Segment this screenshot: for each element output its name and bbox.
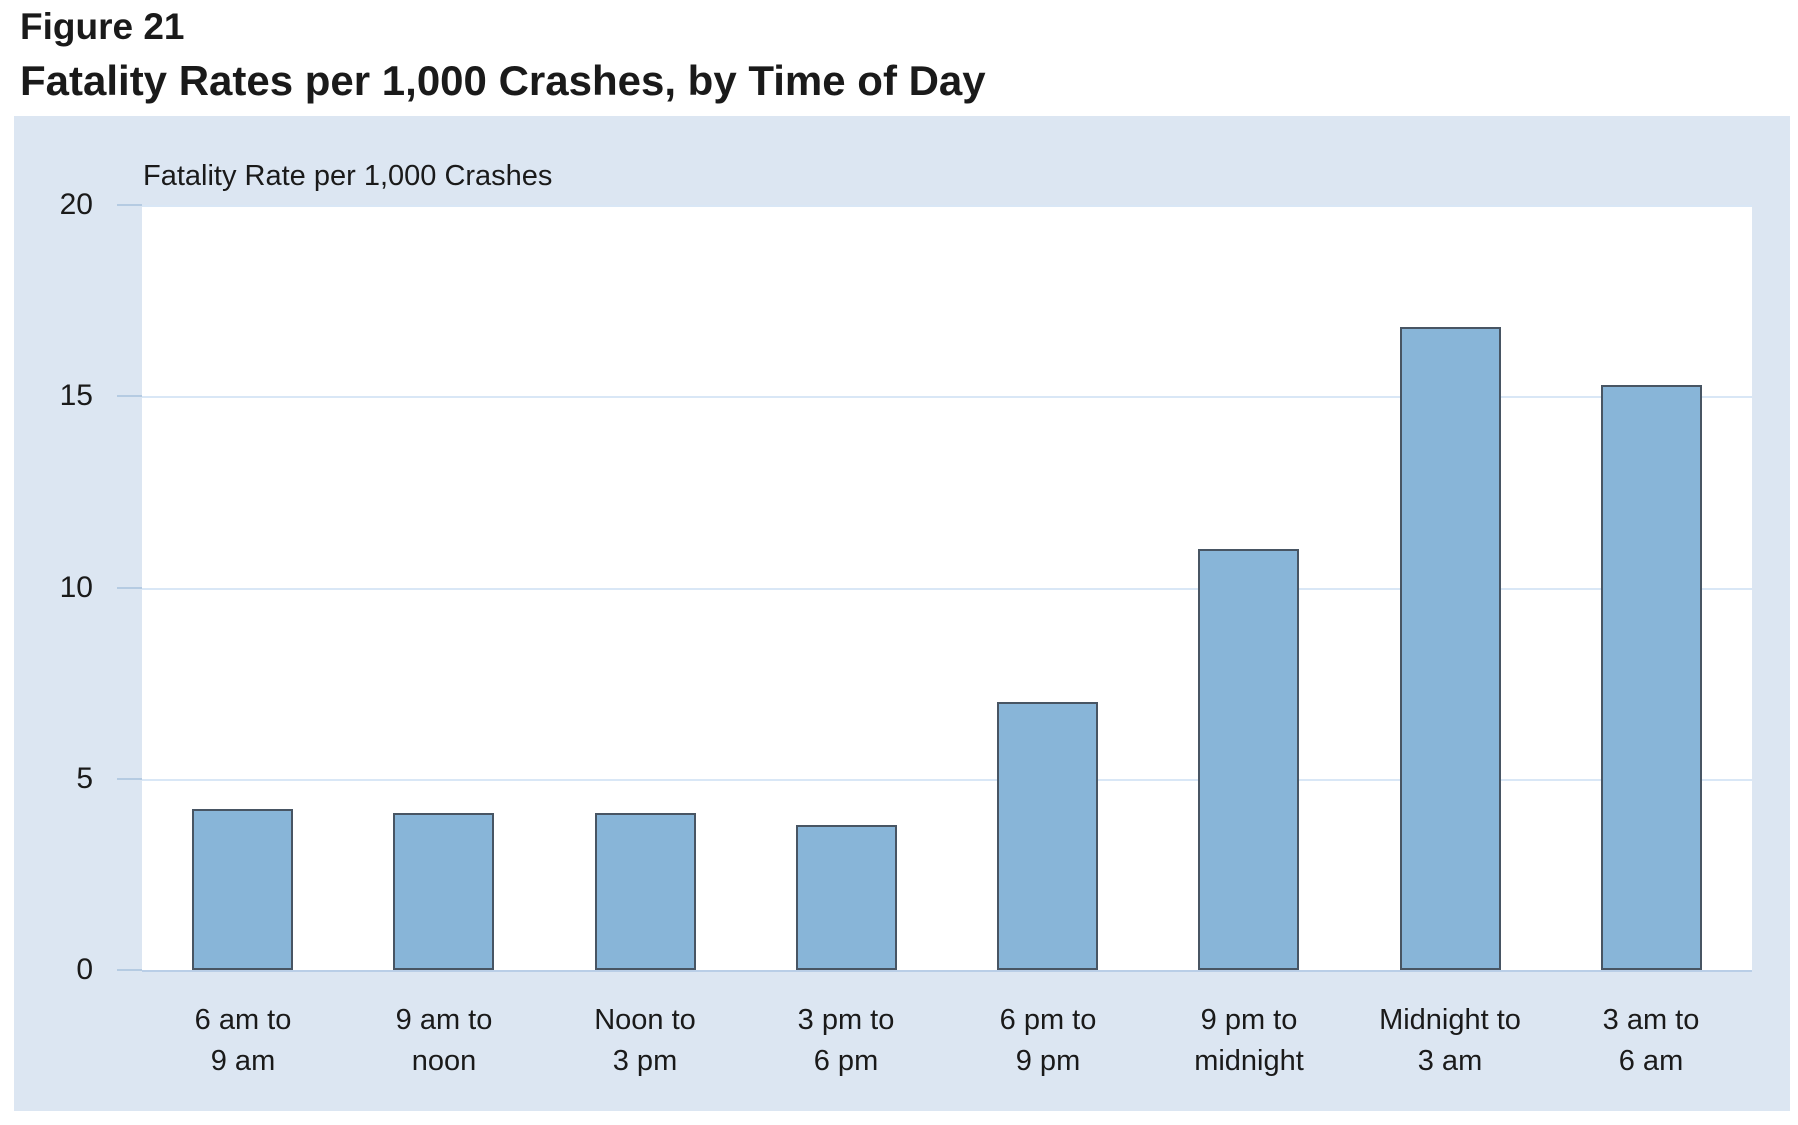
gridline-10 xyxy=(142,588,1752,590)
x-axis-label-6: 9 pm to midnight xyxy=(1194,1004,1304,1077)
bar-6 xyxy=(1198,549,1299,970)
figure-title: Fatality Rates per 1,000 Crashes, by Tim… xyxy=(20,57,986,104)
bar-7 xyxy=(1400,327,1501,970)
gridline-20 xyxy=(142,205,1752,207)
x-axis-label-3: Noon to 3 pm xyxy=(594,1004,696,1077)
bar-3 xyxy=(595,813,696,970)
y-axis-title: Fatality Rate per 1,000 Crashes xyxy=(143,160,553,192)
y-tick-10 xyxy=(117,587,142,589)
plot-area xyxy=(142,205,1752,972)
y-tick-5 xyxy=(117,778,142,780)
y-tick-0 xyxy=(117,969,142,971)
x-axis-label-5: 6 pm to 9 pm xyxy=(999,1004,1097,1077)
bar-2 xyxy=(393,813,494,970)
gridline-15 xyxy=(142,396,1752,398)
figure-label: Figure 21 xyxy=(20,6,185,47)
gridline-5 xyxy=(142,779,1752,781)
y-axis-label-5: 5 xyxy=(76,762,93,795)
y-tick-15 xyxy=(117,395,142,397)
y-axis-label-10: 10 xyxy=(59,571,93,604)
x-axis-label-8: 3 am to 6 am xyxy=(1602,1004,1700,1077)
chart-area: Fatality Rate per 1,000 Crashes 0 5 10 15 20… xyxy=(14,116,1790,1111)
y-axis-label-0: 0 xyxy=(76,953,93,986)
bar-8 xyxy=(1601,385,1702,970)
x-axis-label-4: 3 pm to 6 pm xyxy=(797,1004,895,1077)
bar-4 xyxy=(796,825,897,970)
x-axis-label-2: 9 am to noon xyxy=(395,1004,493,1077)
y-axis-label-15: 15 xyxy=(59,379,93,412)
y-tick-20 xyxy=(117,204,142,206)
bar-1 xyxy=(192,809,293,970)
x-axis-label-7: Midnight to 3 am xyxy=(1379,1004,1521,1077)
x-axis-label-1: 6 am to 9 am xyxy=(194,1004,292,1077)
bar-5 xyxy=(997,702,1098,970)
y-axis-label-20: 20 xyxy=(59,188,93,221)
